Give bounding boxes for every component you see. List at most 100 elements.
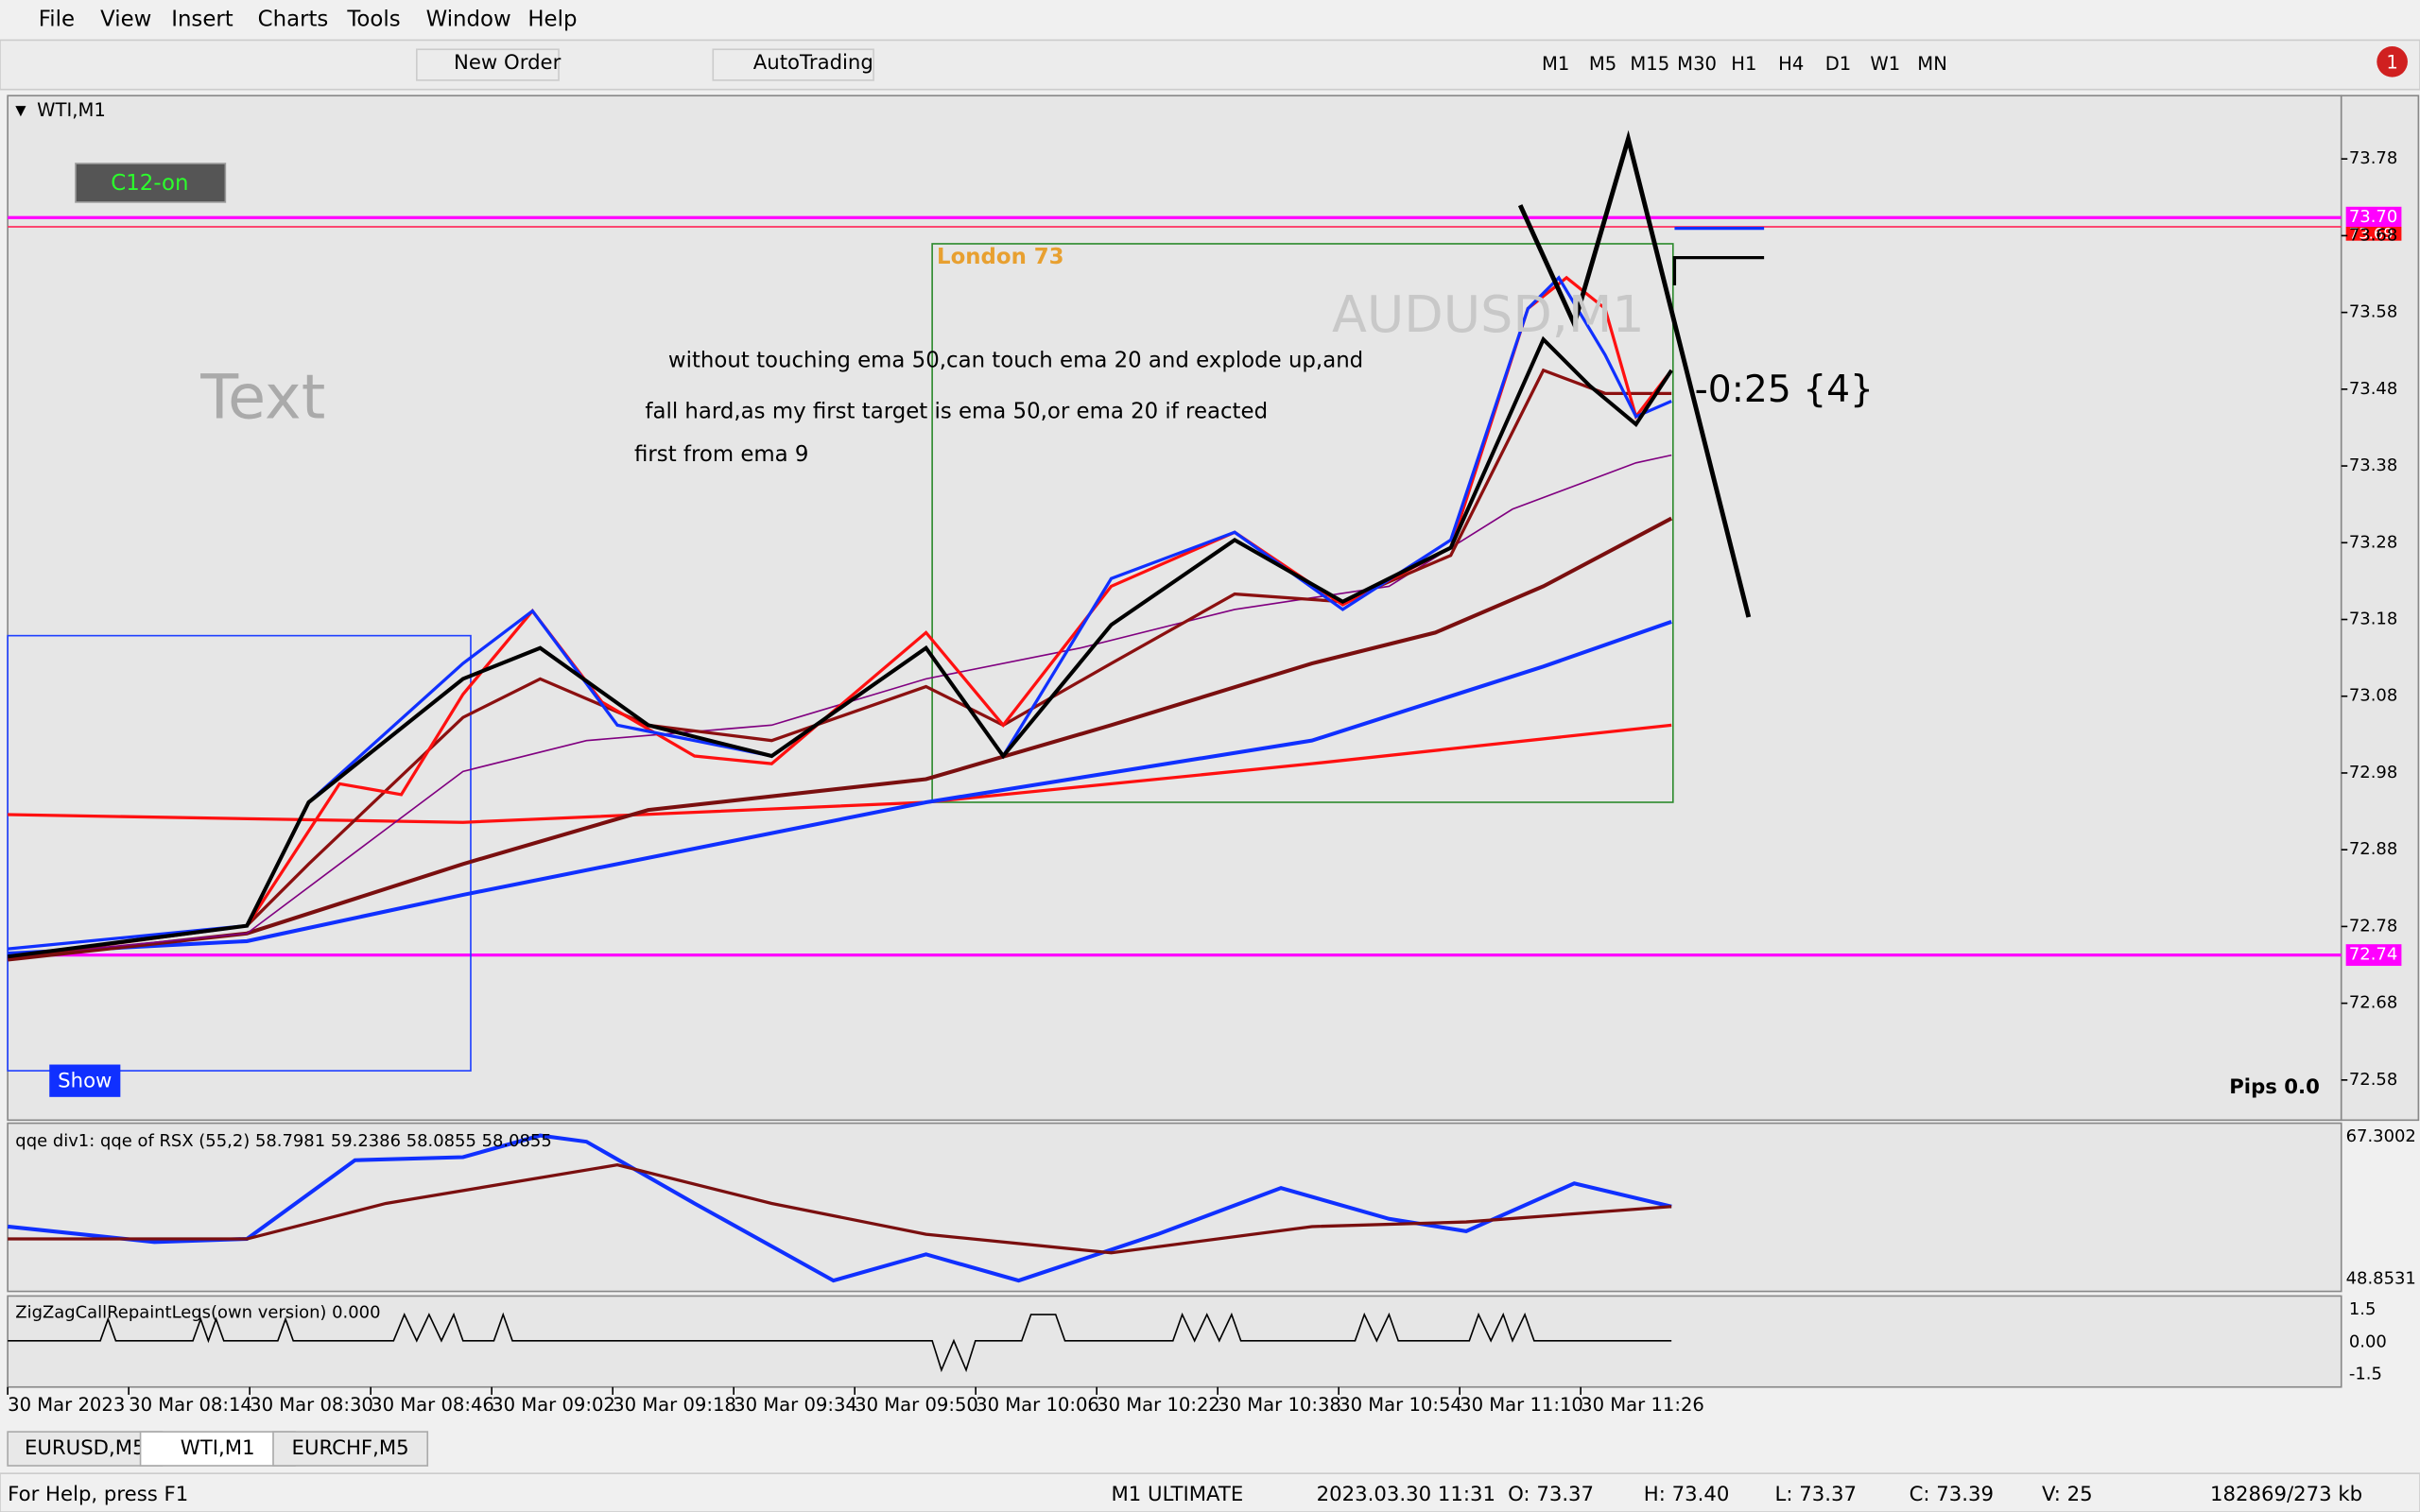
tab[interactable]	[7, 1431, 164, 1467]
ema-line	[7, 516, 1673, 962]
ema-line	[8, 620, 1672, 956]
indicator-panel	[7, 1295, 2342, 1388]
indicator-scale: 0.00	[2349, 1332, 2387, 1351]
show-button[interactable]	[49, 1064, 121, 1097]
timeframe-button[interactable]: M15	[1630, 53, 1669, 75]
price-label: 72.88	[2349, 839, 2397, 859]
tab[interactable]	[272, 1431, 429, 1467]
tab-label[interactable]: EURCHF,M5	[292, 1436, 409, 1460]
annotation: fall hard,as my first target is ema 50,o…	[645, 399, 1268, 423]
range-box	[7, 634, 472, 1072]
ema-line	[7, 335, 1673, 959]
status-field: O: 73.37	[1508, 1483, 1594, 1506]
menu-item[interactable]: Window	[426, 8, 511, 32]
timeframe-button[interactable]: H4	[1778, 53, 1804, 75]
ema-line	[8, 275, 1672, 951]
indicator-label: qqe div1: qqe of RSX (55,2) 58.7981 59.2…	[15, 1131, 551, 1151]
new-order-button[interactable]	[416, 48, 560, 81]
price-label: 72.68	[2349, 993, 2397, 1013]
session-box	[931, 243, 1674, 803]
level-label: 73.69	[2349, 225, 2394, 243]
notification-badge[interactable]	[2377, 45, 2408, 77]
collapse-icon[interactable]: ▼	[15, 103, 26, 119]
toolbar-label[interactable]: New Order	[454, 51, 562, 75]
indicator-scale: 48.8531	[2346, 1268, 2416, 1288]
status-field: 2023.03.30 11:31	[1317, 1483, 1495, 1506]
timeframe-button[interactable]: MN	[1917, 53, 1947, 75]
toolbar-icons: New Order AutoTrading 1	[416, 45, 2408, 81]
time-label: 30 Mar 11:10	[1460, 1394, 1583, 1416]
time-label: 30 Mar 10:22	[1097, 1394, 1220, 1416]
status-field: For Help, press F1	[8, 1483, 188, 1506]
indicator-scale: 67.3002	[2346, 1126, 2416, 1146]
level-label: 73.70	[2349, 207, 2397, 227]
button-label[interactable]: C12-on	[111, 171, 188, 196]
tab-label[interactable]: EURUSD,M5	[25, 1436, 146, 1460]
watermark: AUDUSD,M1	[1332, 284, 1645, 344]
time-label: 30 Mar 09:34	[734, 1394, 857, 1416]
time-label: 30 Mar 08:46	[371, 1394, 494, 1416]
annotation: first from ema 9	[634, 442, 808, 467]
price-label: 73.18	[2349, 610, 2397, 629]
status-field: C: 73.39	[1910, 1483, 1994, 1506]
zigzag-line	[8, 1312, 1672, 1373]
tab-label[interactable]: WTI,M1	[181, 1436, 255, 1460]
indicator-scale: 1.5	[2349, 1299, 2377, 1319]
time-label: 30 Mar 10:06	[976, 1394, 1099, 1416]
timeframe-button[interactable]: H1	[1731, 53, 1756, 75]
time-label: 30 Mar 08:14	[129, 1394, 252, 1416]
price-label: 73.58	[2349, 302, 2397, 322]
menu-item[interactable]: File	[39, 8, 75, 32]
main-chart	[7, 94, 2342, 1122]
price-label: 73.78	[2349, 148, 2397, 168]
notification-count[interactable]: 1	[2386, 51, 2397, 73]
status-field: L: 73.37	[1775, 1483, 1857, 1506]
chart-symbol: WTI,M1	[37, 99, 106, 121]
price-label: 72.98	[2349, 763, 2397, 782]
menu-item[interactable]: View	[100, 8, 151, 32]
timeframe-button[interactable]: D1	[1825, 53, 1852, 75]
timeframe-button[interactable]: M30	[1677, 53, 1717, 75]
ema-line	[8, 454, 1672, 958]
toolbar	[0, 39, 2420, 91]
time-label: 30 Mar 09:02	[492, 1394, 615, 1416]
timeframe-button[interactable]: M5	[1589, 53, 1616, 75]
qqe-line	[8, 1162, 1672, 1255]
menu-item[interactable]: Help	[527, 8, 577, 32]
price-label: 72.78	[2349, 916, 2397, 936]
price-label: 73.28	[2349, 532, 2397, 552]
menu-item[interactable]: Charts	[258, 8, 329, 32]
level-tag	[2345, 944, 2402, 967]
menu-item[interactable]: Tools	[346, 8, 400, 32]
price-label: 72.58	[2349, 1070, 2397, 1090]
status-field: V: 25	[2042, 1483, 2093, 1506]
timeframe-button[interactable]: W1	[1870, 53, 1900, 75]
autotrading-button[interactable]	[712, 48, 874, 81]
box-label: London 73	[937, 245, 1064, 269]
price-label: 73.68	[2349, 225, 2397, 245]
price-label: 73.48	[2349, 379, 2397, 399]
text-object: Text	[199, 362, 325, 434]
timeframe-button[interactable]: M1	[1542, 53, 1569, 75]
menu-item[interactable]: Insert	[171, 8, 233, 32]
time-label: 30 Mar 10:54	[1339, 1394, 1462, 1416]
toolbar-label[interactable]: AutoTrading	[753, 51, 873, 75]
level-tag	[2345, 227, 2402, 241]
time-label: 30 Mar 10:38	[1218, 1394, 1341, 1416]
time-label: 30 Mar 2023	[8, 1394, 125, 1416]
annotation: without touching ema 50,can touch ema 20…	[668, 349, 1363, 373]
indicator-label: ZigZagCallRepaintLegs(own version) 0.000	[15, 1302, 380, 1322]
price-label: 73.08	[2349, 686, 2397, 706]
indicator-panel	[7, 1122, 2342, 1293]
button-label[interactable]: Show	[58, 1069, 112, 1092]
status-bar	[0, 1472, 2420, 1512]
indicator-scale: -1.5	[2349, 1365, 2382, 1384]
time-label: 30 Mar 09:18	[613, 1394, 736, 1416]
c12-button[interactable]	[75, 163, 227, 203]
tab[interactable]	[139, 1431, 296, 1467]
status-field: 182869/273 kb	[2210, 1483, 2362, 1506]
bar-timer-line	[1672, 256, 1765, 286]
status-field: M1 ULTIMATE	[1112, 1483, 1244, 1506]
